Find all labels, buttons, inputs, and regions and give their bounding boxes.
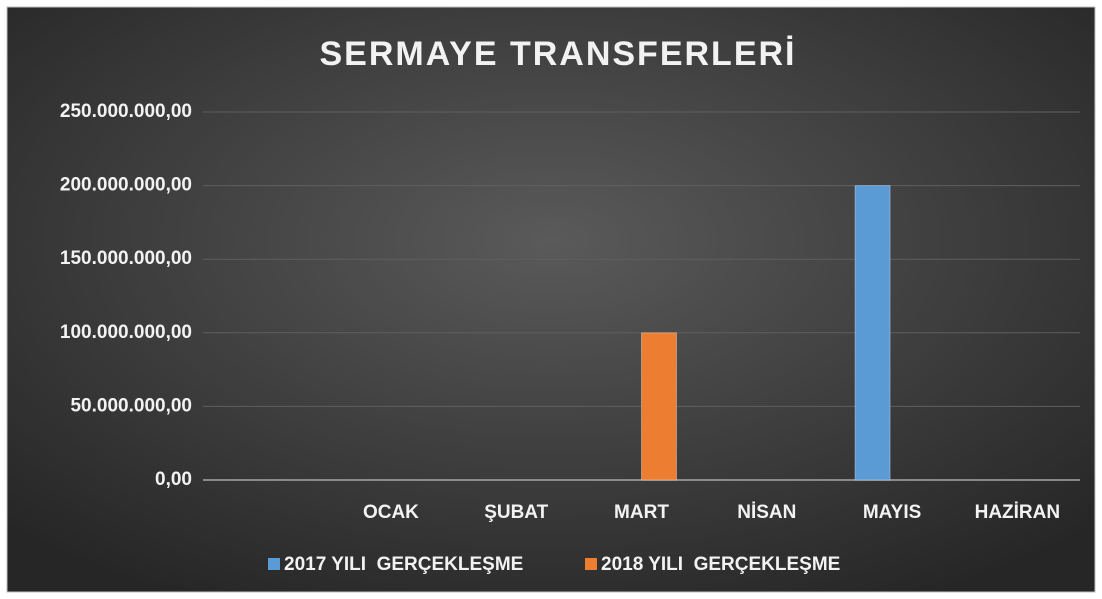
x-tick-label: OCAK (363, 502, 419, 523)
legend-swatch (268, 558, 280, 570)
x-tick-label: NİSAN (737, 502, 796, 523)
x-tick-label: MART (614, 502, 669, 523)
x-tick-label: ŞUBAT (484, 502, 548, 523)
y-tick-label: 50.000.000,00 (70, 395, 192, 416)
legend-label: 2017 YILI GERÇEKLEŞME (284, 554, 523, 575)
bar (854, 185, 891, 481)
legend-label: 2018 YILI GERÇEKLEŞME (601, 554, 840, 575)
y-tick-label: 200.000.000,00 (60, 175, 192, 196)
y-tick-label: 150.000.000,00 (60, 248, 192, 269)
bar (641, 332, 677, 481)
y-tick-label: 0,00 (155, 469, 192, 490)
x-tick-label: HAZİRAN (975, 502, 1061, 523)
y-tick-label: 250.000.000,00 (60, 101, 192, 122)
chart-title: SERMAYE TRANSFERLERİ (319, 35, 796, 73)
chart-background (6, 6, 1096, 593)
legend-swatch (585, 558, 597, 570)
y-tick-label: 100.000.000,00 (60, 322, 192, 343)
x-tick-label: MAYIS (863, 502, 921, 523)
